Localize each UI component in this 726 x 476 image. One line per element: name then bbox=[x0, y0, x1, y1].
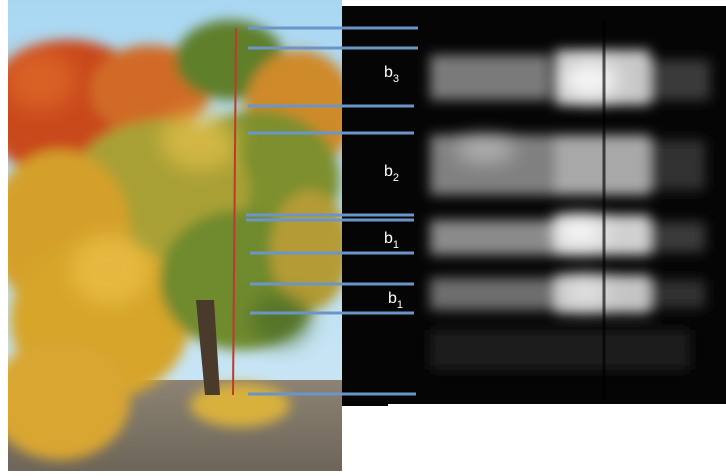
band-label-b1-upper: b1 bbox=[384, 230, 399, 251]
tree-trunk bbox=[196, 300, 220, 395]
axis-tick-label-810: 810 bbox=[636, 418, 660, 434]
tree-photo bbox=[8, 0, 342, 471]
band-label-b2: b2 bbox=[384, 163, 399, 184]
band-label-b3: b3 bbox=[384, 64, 399, 85]
foliage-highlights bbox=[8, 50, 310, 345]
slit-line bbox=[232, 27, 237, 396]
axis-tick-label-500: 500 bbox=[404, 418, 428, 434]
marker-lines bbox=[246, 26, 418, 396]
band-label-b1-lower: b1 bbox=[388, 290, 403, 311]
axis-ticks: 500 690 760 810 bbox=[404, 405, 660, 434]
band-labels: b3 b2 b1 b1 bbox=[384, 64, 403, 311]
axis-tick-label-760: 760 bbox=[593, 418, 617, 434]
wavelength-axis: 500 690 760 810 wavelength (nm) bbox=[388, 404, 726, 459]
spectrum-image bbox=[342, 6, 726, 406]
axis-tick-label-690: 690 bbox=[543, 418, 567, 434]
axis-label: wavelength (nm) bbox=[484, 442, 596, 459]
